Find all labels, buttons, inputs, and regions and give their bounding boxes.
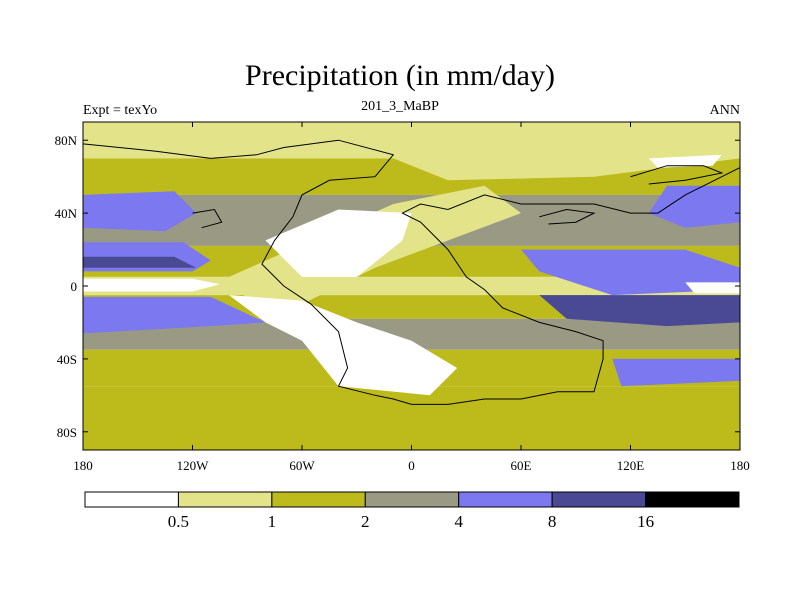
precip-region-9 [612,358,740,387]
lon-tick-label: 120W [177,458,210,473]
lon-tick-label: 60W [289,458,315,473]
colorbar-swatch [271,491,366,508]
colorbar-swatch [458,491,553,508]
lon-tick-label: 180 [730,458,750,473]
coastline-0 [83,139,740,405]
lat-tick-label: 0 [71,279,78,294]
lat-tick-label: 80S [57,425,77,440]
map-field [83,122,740,450]
colorbar-label: 1 [268,512,277,531]
lon-tick-label: 60E [511,458,532,473]
season-label: ANN [709,103,740,118]
colorbar-swatch [364,491,460,508]
precip-region-8 [685,282,740,294]
lat-tick-label: 40S [57,352,77,367]
precip-region-7 [539,295,740,327]
lat-tick-label: 80N [55,133,78,148]
lon-tick-label: 180 [73,458,93,473]
colorbar-label: 4 [454,512,463,531]
precip-region-11 [265,209,412,277]
precip-band-0 [83,122,740,159]
colorbar-swatch [177,491,273,508]
colorbar-swatch [645,491,740,508]
coastline-2 [539,208,596,225]
precip-region-14 [648,154,722,168]
precip-region-5 [648,185,740,228]
period-label: 201_3_MaBP [361,99,439,114]
precip-region-6 [521,249,740,296]
colorbar-label: 0.5 [168,512,189,531]
colorbar-label: 16 [637,512,654,531]
colorbar-label: 8 [548,512,557,531]
precip-region-3 [83,278,220,292]
precip-band-8 [83,386,740,450]
lon-tick-label: 0 [408,458,415,473]
chart-title: Precipitation (in mm/day) [245,59,555,92]
colorbar-swatch [551,491,647,508]
coastline-3 [192,208,223,229]
precip-region-2 [83,256,197,268]
experiment-label: Expt = texYo [83,103,158,118]
colorbar: 0.5 1 2 4 8 16 [84,491,740,531]
colorbar-label: 2 [361,512,370,531]
lon-tick-label: 120E [617,458,645,473]
precip-region-13 [393,140,740,181]
precip-region-0 [83,191,197,232]
coastline-1 [630,165,724,185]
colorbar-swatch [84,491,179,508]
axis-ticks: 180 120W 60W 0 60E 120E 180 80N 40N 0 40S 80S [55,122,750,473]
precip-region-4 [83,296,266,334]
lat-tick-label: 40N [55,206,78,221]
coastlines [83,139,740,405]
precip-region-12 [229,295,458,396]
